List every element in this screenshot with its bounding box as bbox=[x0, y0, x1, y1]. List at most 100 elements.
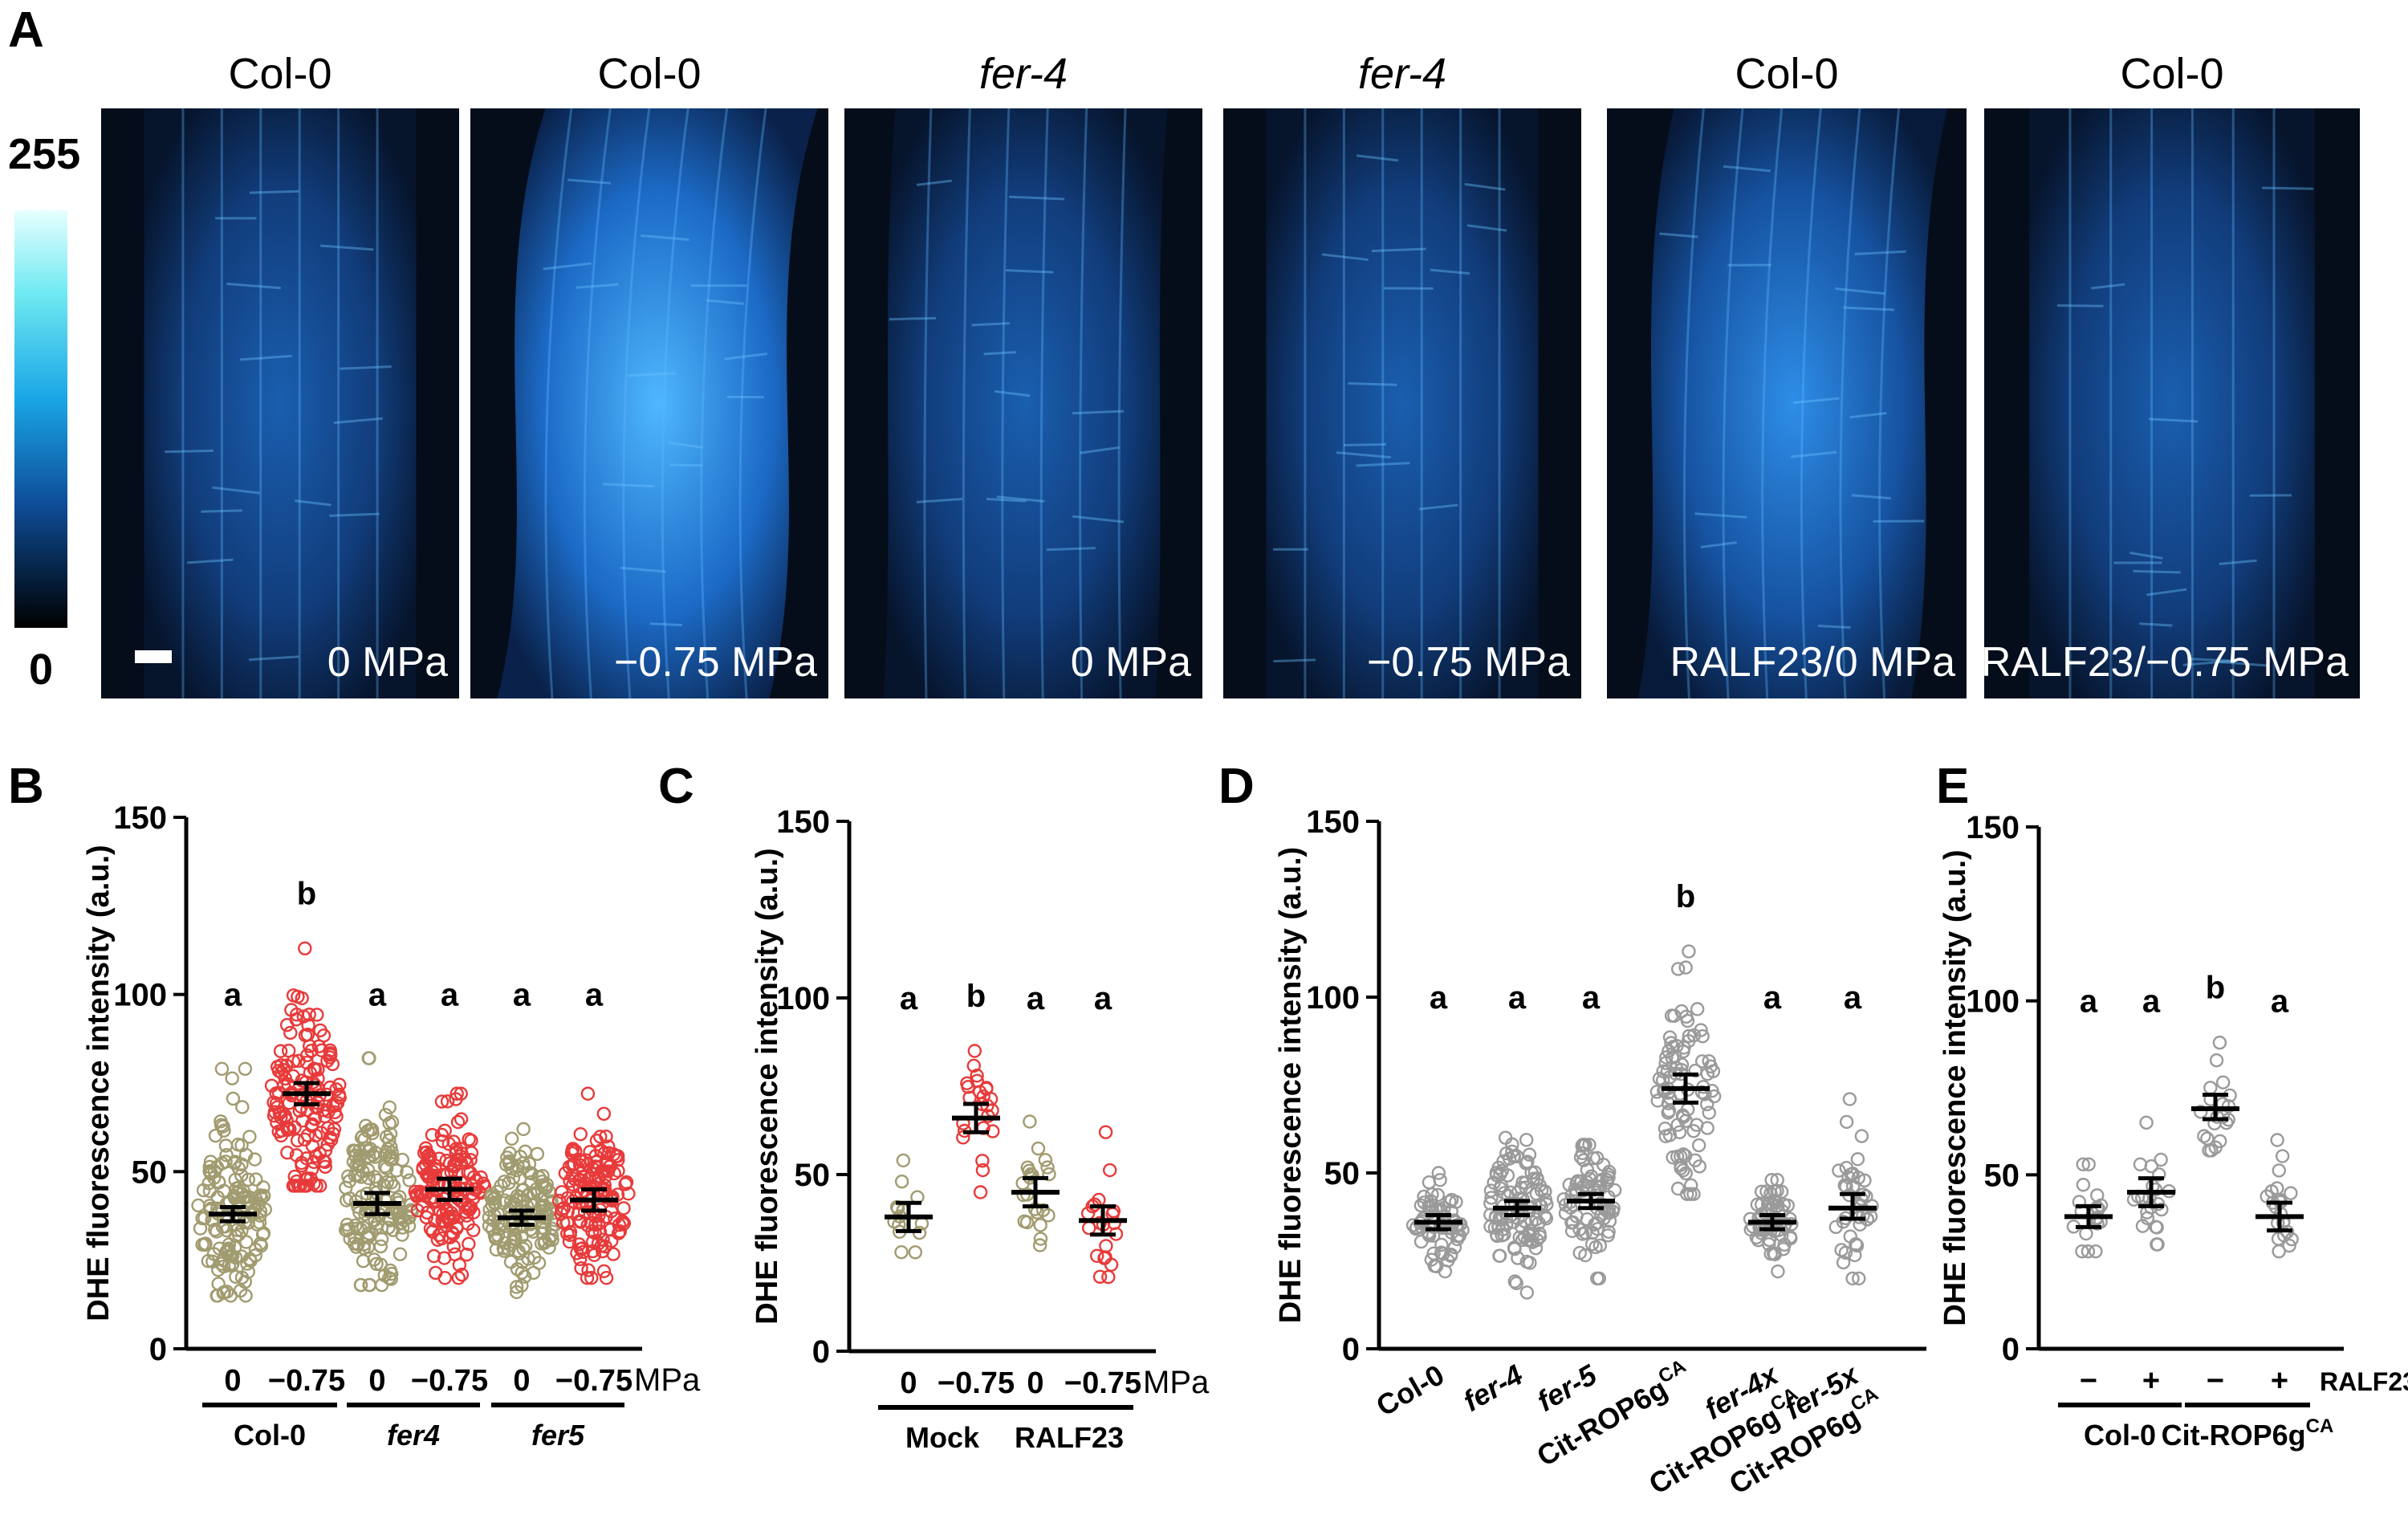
data-point bbox=[423, 1150, 437, 1165]
data-point bbox=[307, 1063, 323, 1077]
data-point bbox=[216, 1259, 231, 1274]
data-point bbox=[482, 1210, 497, 1225]
cell-wall-line bbox=[329, 512, 380, 517]
data-point bbox=[596, 1106, 612, 1121]
micrograph-title: Col-0 bbox=[228, 50, 332, 98]
data-point bbox=[295, 991, 309, 1006]
y-tick-label: 50 bbox=[132, 1154, 168, 1190]
data-point bbox=[1690, 1118, 1704, 1132]
y-axis-label: DHE fluorescence intensity (a.u.) bbox=[1938, 849, 1972, 1325]
data-point bbox=[300, 1028, 315, 1042]
data-point bbox=[287, 1169, 302, 1184]
data-point bbox=[2079, 1226, 2093, 1241]
data-point bbox=[1762, 1237, 1776, 1252]
data-point bbox=[301, 1018, 315, 1032]
data-point bbox=[355, 1129, 370, 1144]
data-point bbox=[975, 1163, 990, 1178]
cell-file-line bbox=[1117, 108, 1127, 699]
data-point bbox=[1854, 1129, 1869, 1143]
data-point bbox=[1599, 1203, 1614, 1218]
data-point bbox=[601, 1139, 616, 1154]
data-point bbox=[583, 1145, 597, 1159]
y-tick-label: 150 bbox=[1966, 810, 2020, 845]
data-point bbox=[295, 1114, 310, 1128]
data-point bbox=[510, 1262, 525, 1277]
data-point bbox=[1684, 1178, 1698, 1193]
data-point bbox=[2152, 1167, 2166, 1182]
data-point bbox=[436, 1134, 450, 1149]
data-point bbox=[454, 1112, 469, 1126]
group-label: Col-0 bbox=[2084, 1419, 2156, 1452]
data-point bbox=[551, 1193, 567, 1208]
data-point bbox=[1575, 1146, 1590, 1161]
data-point bbox=[2081, 1157, 2096, 1172]
data-point bbox=[517, 1269, 532, 1284]
cell-wall-line bbox=[724, 352, 767, 360]
y-tick-label: 50 bbox=[1324, 1156, 1361, 1191]
data-point bbox=[1417, 1189, 1431, 1204]
data-point bbox=[280, 1145, 295, 1160]
data-point bbox=[446, 1240, 461, 1254]
data-point bbox=[894, 1174, 909, 1189]
cell-wall-line bbox=[706, 299, 744, 305]
data-point bbox=[908, 1245, 923, 1260]
data-point bbox=[1023, 1114, 1037, 1129]
data-point bbox=[544, 1221, 559, 1236]
data-point bbox=[400, 1165, 414, 1179]
micrograph-condition-label: −0.75 MPa bbox=[614, 639, 817, 686]
data-point bbox=[1754, 1197, 1769, 1211]
cell-file-line bbox=[1079, 108, 1088, 699]
data-column-4: a bbox=[2255, 984, 2304, 1259]
data-point bbox=[511, 1244, 526, 1258]
cell-wall-line bbox=[226, 283, 281, 290]
data-point bbox=[454, 1268, 470, 1282]
data-point bbox=[384, 1145, 399, 1160]
data-point bbox=[1757, 1205, 1771, 1220]
data-point bbox=[616, 1216, 632, 1231]
data-point bbox=[1025, 1168, 1039, 1183]
data-point bbox=[1670, 962, 1686, 976]
data-point bbox=[310, 1008, 324, 1022]
data-point bbox=[240, 1256, 254, 1271]
cell-wall-line bbox=[295, 499, 332, 507]
cell-wall-line bbox=[2189, 658, 2233, 662]
data-point bbox=[1483, 1207, 1498, 1222]
cell-wall-line bbox=[2262, 186, 2314, 190]
data-point bbox=[300, 1171, 315, 1186]
data-point bbox=[449, 1221, 464, 1236]
cell-wall-line bbox=[2091, 283, 2125, 290]
chart-panel-c: 0 50 100 150 DHE fluorescence intensity (a.u… bbox=[750, 804, 1210, 1454]
y-tick-label: 100 bbox=[1306, 980, 1360, 1016]
data-point bbox=[328, 1098, 344, 1113]
micrograph-4: fer-4 −0.75 MPa bbox=[1223, 50, 1581, 698]
data-point bbox=[352, 1143, 367, 1158]
data-point bbox=[1843, 1229, 1857, 1244]
significance-letter: b bbox=[297, 876, 316, 911]
data-point bbox=[1681, 1034, 1696, 1049]
data-point bbox=[485, 1198, 499, 1212]
data-point bbox=[433, 1204, 448, 1219]
data-point bbox=[356, 1220, 371, 1235]
data-point bbox=[425, 1127, 440, 1142]
data-point bbox=[2284, 1186, 2298, 1200]
data-point bbox=[2209, 1053, 2224, 1068]
data-point bbox=[506, 1171, 521, 1185]
data-point bbox=[2150, 1237, 2165, 1252]
data-point bbox=[1532, 1226, 1547, 1241]
data-point bbox=[256, 1180, 270, 1195]
x-tick-label: 0 bbox=[900, 1366, 917, 1400]
data-point bbox=[544, 1194, 559, 1209]
data-point bbox=[426, 1248, 441, 1264]
data-point bbox=[1497, 1186, 1511, 1200]
data-point bbox=[210, 1190, 225, 1205]
data-point bbox=[967, 1044, 982, 1058]
data-point bbox=[1850, 1152, 1865, 1167]
data-column-6: a bbox=[551, 978, 636, 1285]
data-point bbox=[323, 1133, 339, 1147]
cell-wall-line bbox=[2129, 552, 2163, 560]
data-point bbox=[1422, 1175, 1437, 1190]
x-tick-label: −0.75 bbox=[938, 1366, 1015, 1400]
data-point bbox=[217, 1285, 231, 1300]
data-point bbox=[389, 1163, 404, 1178]
cell-wall-line bbox=[971, 322, 1010, 327]
